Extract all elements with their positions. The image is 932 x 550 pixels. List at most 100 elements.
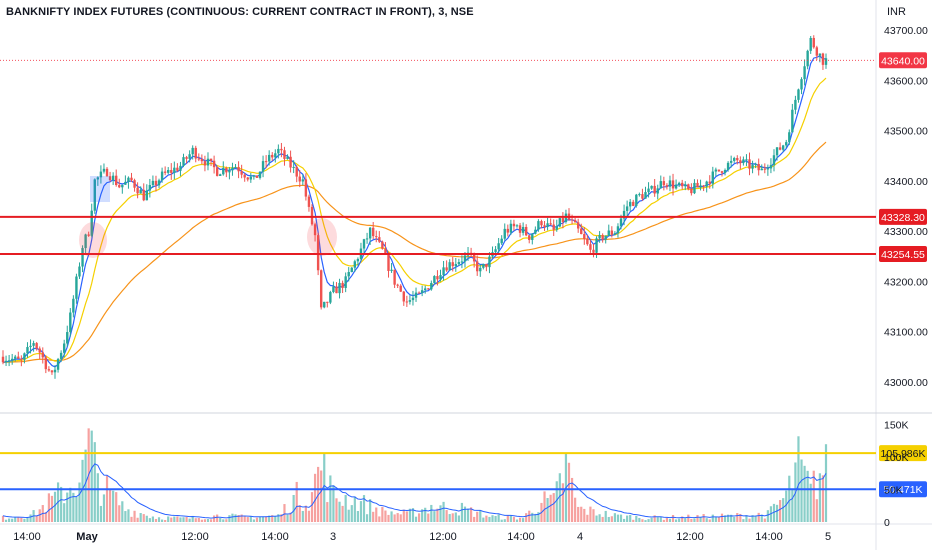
volume-bar (433, 511, 436, 522)
candle-body (283, 150, 286, 159)
volume-bar (8, 518, 11, 522)
volume-bar (570, 477, 574, 522)
volume-bar (90, 430, 93, 522)
volume-bar (757, 512, 760, 522)
candle-body (50, 370, 54, 373)
candle-body (222, 167, 225, 175)
candle-body (219, 174, 222, 176)
volume-bar (711, 514, 714, 522)
candle-body (812, 37, 815, 48)
candle-body (347, 272, 350, 277)
time-tick-label: 4 (577, 531, 583, 543)
volume-bar (702, 514, 705, 522)
candle-body (225, 167, 228, 173)
candle-body (66, 332, 69, 344)
volume-bar (537, 512, 540, 522)
volume-bar (454, 512, 457, 522)
volume-bar (271, 515, 274, 522)
candle-body (430, 282, 433, 290)
horizontal-lines[interactable]: 43640.00 43328.30 43254.55 105.986K 50.471K (0, 52, 927, 498)
horizontal-level-label: 43328.30 (881, 212, 925, 224)
volume-bar (785, 490, 788, 522)
volume-ma-line (2, 463, 827, 519)
volume-bar (75, 496, 78, 522)
candle-body (170, 170, 173, 173)
volume-bar (124, 511, 127, 522)
candle-body (341, 282, 344, 288)
last-price-tag (879, 52, 927, 69)
candle-body (53, 369, 57, 373)
volume-bar (626, 515, 629, 522)
volume-bar (619, 514, 623, 522)
candle-body (10, 358, 14, 361)
candle-body (745, 159, 748, 161)
volume-bar (384, 510, 387, 522)
volume-tick-label: 50K (884, 485, 903, 497)
time-tick-label: 14:00 (755, 531, 783, 543)
candle-body (757, 163, 760, 171)
volume-bar (632, 519, 635, 522)
volume-bar (240, 514, 243, 522)
volume-bar (66, 492, 69, 522)
price-tick-label: 43600.00 (884, 75, 928, 87)
volume-bar (219, 517, 222, 522)
candle-body (656, 188, 659, 194)
candle-body (381, 241, 384, 249)
candle-body (748, 159, 751, 169)
volume-bar (815, 499, 818, 522)
volume-bar (754, 516, 757, 522)
volume-bar (112, 490, 115, 522)
highlight-box (90, 176, 110, 202)
volume-tick-label: 0 (884, 517, 890, 529)
volume-bar (647, 519, 650, 522)
volume-bar (405, 511, 408, 522)
candle-body (99, 171, 103, 178)
candle-body (136, 187, 139, 194)
volume-bar (470, 507, 473, 522)
volume-bar (200, 519, 203, 522)
candle-body (375, 236, 378, 238)
volume-bar (641, 519, 644, 522)
candle-body (264, 161, 268, 163)
candle-body (7, 360, 11, 362)
volume-bar (176, 516, 179, 522)
volume-bar (14, 517, 17, 522)
candle-body (26, 347, 29, 354)
candle-body (4, 360, 8, 363)
candle-body (228, 170, 231, 173)
candle-body (573, 220, 577, 223)
candle-body (167, 170, 170, 173)
candle-body (540, 221, 543, 226)
volume-bar (35, 515, 38, 522)
volume-bar (809, 483, 812, 522)
candle-body (56, 359, 60, 370)
volume-bar (411, 508, 415, 522)
horizontal-level-label: 43254.55 (881, 249, 925, 261)
candle-body (417, 292, 421, 294)
candle-body (460, 261, 464, 263)
candle-body (179, 165, 182, 171)
volume-bar (78, 482, 81, 522)
volume-bar (442, 501, 445, 522)
candle-body (271, 154, 274, 158)
volume-bar (378, 516, 381, 522)
candle-body (424, 288, 427, 291)
candle-body (90, 210, 93, 236)
volume-bar (824, 444, 828, 522)
candle-body (200, 159, 204, 162)
volume-pane (1, 428, 828, 522)
volume-bar (283, 504, 286, 522)
price-tick-label: 43400.00 (884, 176, 928, 188)
candle-body (613, 233, 617, 235)
candle-body (237, 166, 240, 172)
volume-bar (396, 513, 399, 522)
candle-body (448, 262, 451, 271)
candle-body (344, 276, 347, 288)
candle-body (671, 180, 675, 189)
volume-bar (375, 507, 378, 522)
volume-bar (29, 514, 32, 522)
time-tick-label: 12:00 (676, 531, 704, 543)
volume-bar (225, 519, 228, 522)
